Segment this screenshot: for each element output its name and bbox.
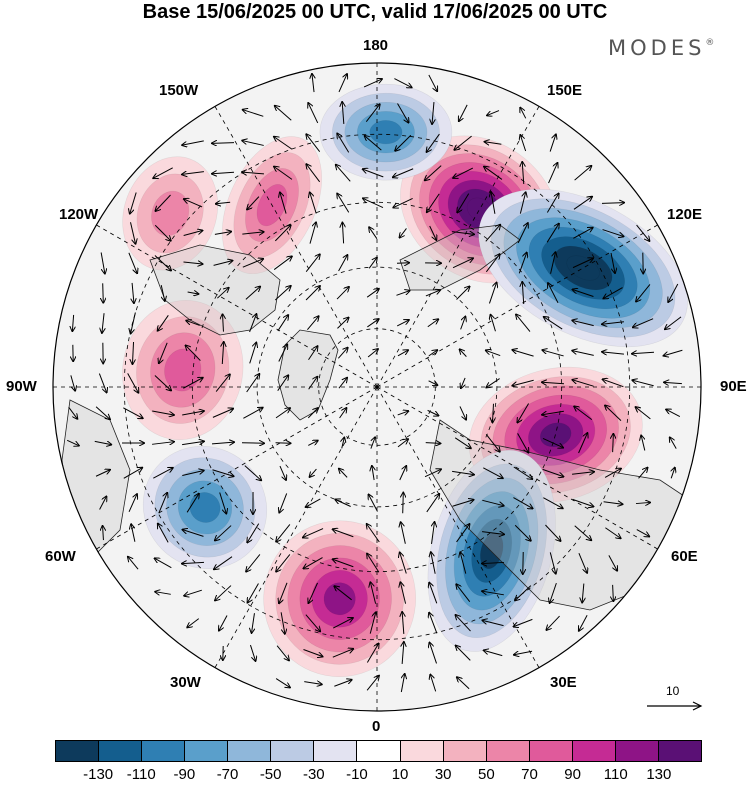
colorbar-swatch	[487, 741, 530, 761]
colorbar-tick-label: -90	[174, 766, 196, 783]
reference-vector-arrow-icon	[647, 702, 701, 710]
wind-vector-arrow	[212, 143, 234, 144]
lon-label-90e: 90E	[720, 378, 747, 395]
lon-label-30e: 30E	[550, 674, 577, 691]
colorbar-swatch	[530, 741, 573, 761]
lon-label-60e: 60E	[671, 548, 698, 565]
wind-vector-arrow	[403, 493, 404, 514]
colorbar	[55, 740, 702, 762]
colorbar-tick-label: -50	[260, 766, 282, 783]
colorbar-tick-label: 30	[435, 766, 452, 783]
lon-label-30w: 30W	[170, 674, 201, 691]
colorbar-swatch	[271, 741, 314, 761]
wind-vector-arrow	[276, 443, 291, 444]
lon-label-0: 0	[372, 718, 380, 735]
colorbar-tick-label: 90	[564, 766, 581, 783]
lon-label-150e: 150E	[547, 82, 582, 99]
wind-vector-arrow	[397, 263, 409, 264]
colorbar-swatch	[185, 741, 228, 761]
lon-label-60w: 60W	[45, 548, 76, 565]
colorbar-swatch	[314, 741, 357, 761]
colorbar-tick-label: 70	[521, 766, 538, 783]
colorbar-swatch	[659, 741, 701, 761]
colorbar-tick-label: 130	[646, 766, 671, 783]
colorbar-tick-label: -30	[303, 766, 325, 783]
brand-name: MODES	[608, 36, 705, 60]
wind-vector-arrow	[242, 443, 264, 444]
colorbar-tick-label: 110	[604, 766, 628, 783]
colorbar-swatch	[401, 741, 444, 761]
lon-label-120e: 120E	[667, 206, 702, 223]
colorbar-tick-label: 50	[478, 766, 495, 783]
negative-anomaly-center	[320, 84, 452, 180]
wind-vector-arrow	[103, 283, 104, 302]
colorbar-tick-label: -70	[217, 766, 239, 783]
brand-logo: MODES®	[608, 36, 714, 60]
lon-label-180: 180	[363, 37, 388, 54]
lon-label-150w: 150W	[159, 82, 198, 99]
lon-label-120w: 120W	[59, 206, 98, 223]
colorbar-swatch	[99, 741, 142, 761]
colorbar-tick-label: -10	[346, 766, 368, 783]
lon-label-90w: 90W	[6, 378, 37, 395]
colorbar-swatch	[357, 741, 400, 761]
colorbar-swatch	[56, 741, 99, 761]
colorbar-swatch	[444, 741, 487, 761]
colorbar-swatch	[142, 741, 185, 761]
map-title: Base 15/06/2025 00 UTC, valid 17/06/2025…	[0, 0, 750, 24]
brand-registered-mark: ®	[705, 38, 714, 48]
reference-vector-label: 10	[666, 684, 679, 698]
colorbar-swatch	[228, 741, 271, 761]
colorbar-tick-label: -130	[83, 766, 113, 783]
colorbar-swatch	[573, 741, 616, 761]
colorbar-tick-label: 10	[392, 766, 409, 783]
colorbar-swatch	[616, 741, 659, 761]
colorbar-tick-label: -110	[127, 766, 156, 783]
